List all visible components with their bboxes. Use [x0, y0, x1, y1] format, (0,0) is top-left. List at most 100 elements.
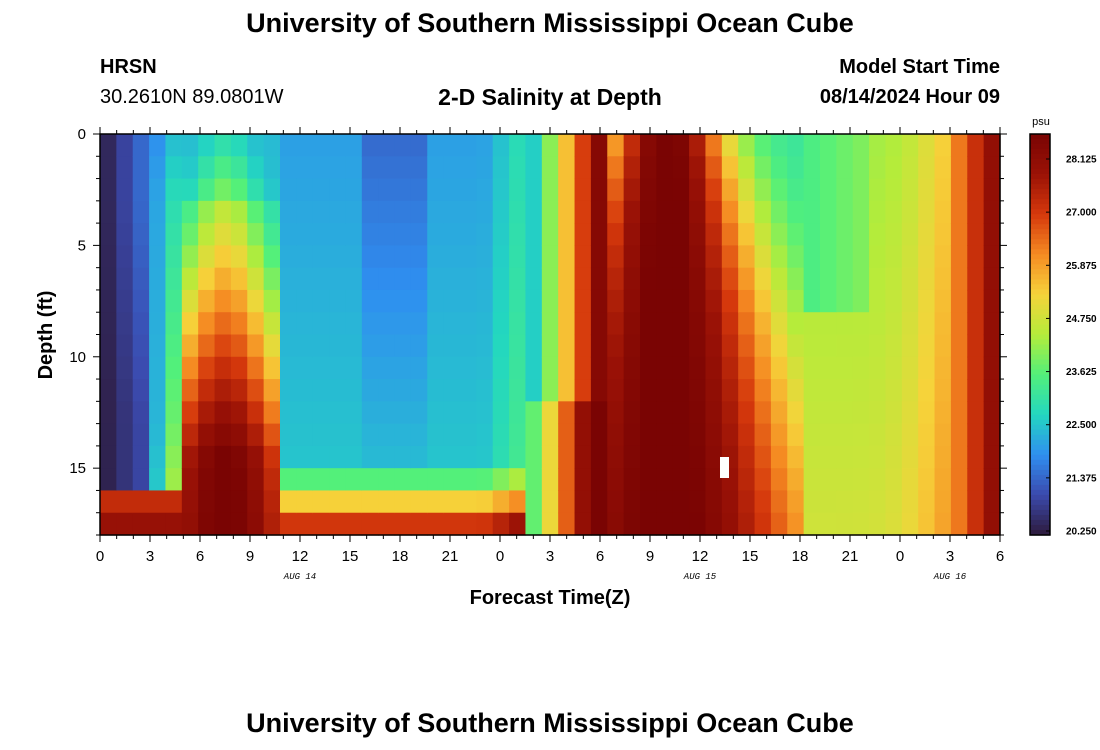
heatmap-cell [247, 200, 265, 224]
model-start-value: 08/14/2024 Hour 09 [819, 86, 1000, 108]
heatmap-cell [329, 178, 347, 202]
heatmap-cell [132, 200, 150, 224]
colorbar-segment [1030, 494, 1050, 501]
heatmap-cell [329, 312, 347, 336]
heatmap-cell [100, 356, 117, 380]
heatmap-cell [836, 156, 854, 180]
heatmap-cell [361, 245, 379, 269]
heatmap-cell [263, 200, 281, 224]
colorbar-segment [1030, 479, 1050, 486]
colorbar-tick-label: 25.875 [1066, 261, 1097, 272]
heatmap-cell [230, 334, 248, 358]
heatmap-cell [820, 468, 837, 492]
heatmap-cell [247, 267, 265, 291]
heatmap-cell [950, 267, 968, 291]
heatmap-cell [280, 468, 297, 492]
heatmap-cell [296, 267, 314, 291]
heatmap-cell [787, 512, 805, 536]
heatmap-cell [198, 334, 216, 358]
heatmap-cell [787, 134, 805, 157]
heatmap-cell [361, 156, 379, 180]
heatmap-cell [345, 356, 363, 380]
heatmap-cell [116, 200, 134, 224]
heatmap-cell [492, 445, 510, 469]
heatmap-cell [345, 379, 363, 402]
heatmap-cell [165, 245, 183, 269]
heatmap-cell [803, 423, 821, 447]
heatmap-cell [198, 490, 216, 514]
heatmap-cell [443, 245, 461, 269]
station-coordinates: 30.2610N 89.0801W [100, 86, 284, 108]
heatmap-cell [345, 223, 363, 246]
heatmap-cell [574, 156, 592, 180]
heatmap-cell [689, 267, 707, 291]
heatmap-cell [100, 312, 117, 336]
colorbar-segment [1030, 334, 1050, 341]
heatmap-cell [803, 334, 821, 358]
heatmap-cell [181, 379, 199, 402]
heatmap-cell [738, 289, 756, 313]
heatmap-cell [460, 200, 477, 224]
heatmap-cell [263, 245, 281, 269]
x-tick-label: 9 [246, 548, 254, 565]
heatmap-cell [901, 490, 919, 514]
heatmap-cell [509, 134, 527, 157]
heatmap-cell [558, 379, 576, 402]
heatmap-cell [165, 267, 183, 291]
heatmap-cell [198, 223, 216, 246]
heatmap-cell [198, 512, 216, 536]
heatmap-cell [296, 134, 314, 157]
heatmap-cell [476, 245, 494, 269]
heatmap-cell [541, 423, 559, 447]
heatmap-cell [345, 445, 363, 469]
heatmap-cell [754, 200, 772, 224]
heatmap-cell [590, 401, 608, 425]
heatmap-cell [280, 445, 297, 469]
heatmap-cell [525, 156, 543, 180]
heatmap-cell [901, 223, 919, 246]
heatmap-cell [214, 379, 232, 402]
heatmap-cell [427, 223, 445, 246]
heatmap-cell [607, 312, 625, 336]
heatmap-cell [738, 356, 756, 380]
heatmap-cell [640, 490, 657, 514]
heatmap-cell [967, 267, 985, 291]
heatmap-cell [770, 512, 788, 536]
heatmap-cell [181, 134, 199, 157]
heatmap-cell [181, 356, 199, 380]
heatmap-cell [280, 134, 297, 157]
heatmap-cell [721, 200, 739, 224]
heatmap-cell [541, 468, 559, 492]
heatmap-cell [672, 490, 690, 514]
heatmap-cell [492, 245, 510, 269]
heatmap-cell [852, 289, 870, 313]
heatmap-cell [345, 312, 363, 336]
heatmap-cell [181, 267, 199, 291]
heatmap-cell [770, 267, 788, 291]
colorbar-segment [1030, 439, 1050, 446]
colorbar-segment [1030, 274, 1050, 280]
x-tick-label: 15 [742, 548, 759, 565]
heatmap-cell [934, 178, 952, 202]
heatmap-cell [427, 289, 445, 313]
heatmap-cell [983, 468, 1001, 492]
colorbar-segment [1030, 269, 1050, 275]
heatmap-cell [476, 512, 494, 536]
heatmap-cell [705, 134, 723, 157]
heatmap-cell [672, 401, 690, 425]
heatmap-cell [181, 423, 199, 447]
heatmap-cell [410, 490, 428, 514]
heatmap-cell [770, 401, 788, 425]
heatmap-cell [378, 468, 396, 492]
heatmap-cell [263, 312, 281, 336]
heatmap-cell [607, 156, 625, 180]
heatmap-cell [950, 223, 968, 246]
heatmap-cell [721, 490, 739, 514]
heatmap-cell [100, 512, 117, 536]
heatmap-cell [509, 200, 527, 224]
heatmap-cell [787, 423, 805, 447]
heatmap-cell [247, 468, 265, 492]
heatmap-cell [132, 468, 150, 492]
heatmap-cell [247, 289, 265, 313]
heatmap-cell [885, 223, 903, 246]
